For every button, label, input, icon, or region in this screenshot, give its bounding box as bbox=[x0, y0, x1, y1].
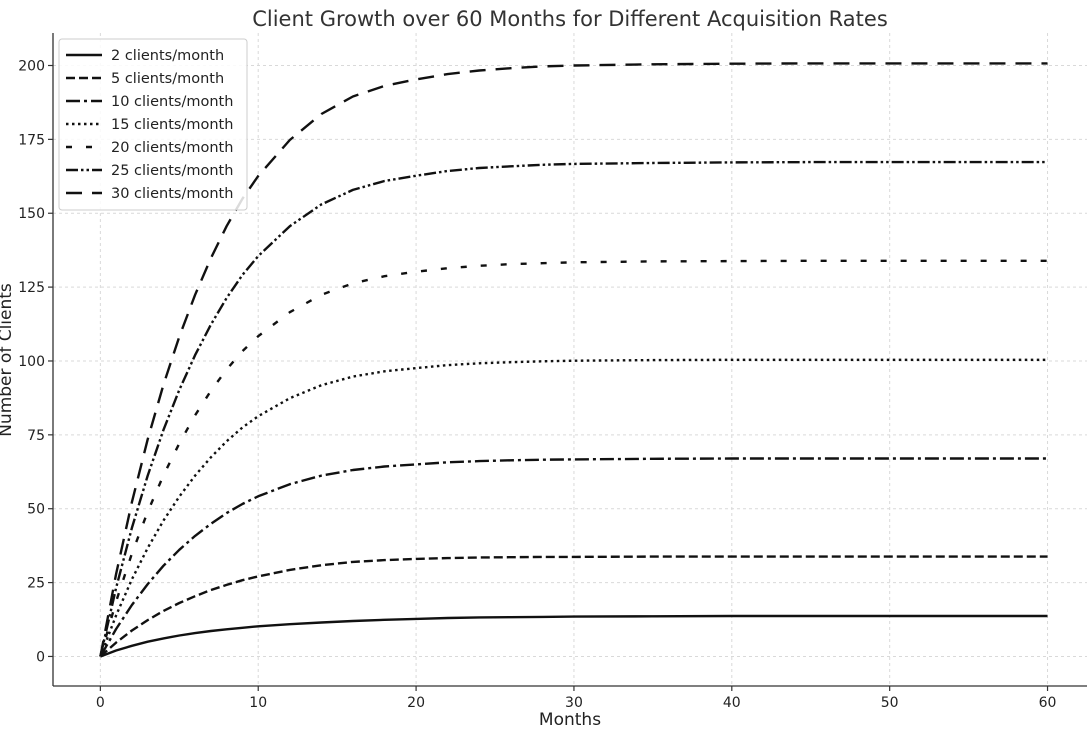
series-line-1 bbox=[99, 614, 1048, 658]
x-tick-label: 20 bbox=[407, 695, 425, 711]
series-line-2 bbox=[99, 555, 1048, 658]
x-axis-label: Months bbox=[539, 710, 601, 730]
y-tick-label: 0 bbox=[36, 649, 45, 665]
y-tick-label: 100 bbox=[18, 354, 45, 370]
legend-label: 10 clients/month bbox=[111, 94, 233, 110]
legend: 2 clients/month 5 clients/month 10 clients… bbox=[58, 38, 248, 211]
x-tick-label: 60 bbox=[1039, 695, 1057, 711]
series-lines bbox=[99, 62, 1048, 658]
y-tick-label: 175 bbox=[18, 132, 45, 148]
chart-title: Client Growth over 60 Months for Differe… bbox=[252, 7, 888, 31]
legend-box bbox=[58, 38, 248, 211]
x-tick-label: 10 bbox=[249, 695, 267, 711]
ticks: 0 10 20 30 40 50 60 0 25 50 75 100 125 150 175 200 bbox=[18, 59, 1056, 711]
x-tick-label: 40 bbox=[723, 695, 741, 711]
y-axis-label: Number of Clients bbox=[0, 283, 16, 437]
series-line-7 bbox=[99, 62, 1048, 657]
y-tick-label: 200 bbox=[18, 59, 45, 75]
series-line-5 bbox=[99, 259, 1048, 657]
legend-label: 5 clients/month bbox=[111, 71, 224, 87]
y-tick-label: 150 bbox=[18, 206, 45, 222]
y-tick-label: 25 bbox=[27, 576, 45, 592]
x-tick-label: 50 bbox=[881, 695, 899, 711]
y-tick-label: 75 bbox=[27, 428, 45, 444]
legend-label: 15 clients/month bbox=[111, 117, 233, 133]
y-tick-label: 50 bbox=[27, 502, 45, 518]
legend-label: 2 clients/month bbox=[111, 48, 224, 64]
y-tick-label: 125 bbox=[18, 280, 45, 296]
legend-label: 25 clients/month bbox=[111, 163, 233, 179]
x-tick-label: 0 bbox=[96, 695, 105, 711]
axes bbox=[52, 33, 1087, 687]
series-line-6 bbox=[99, 160, 1048, 657]
legend-label: 30 clients/month bbox=[111, 186, 233, 202]
x-tick-label: 30 bbox=[565, 695, 583, 711]
legend-label: 20 clients/month bbox=[111, 140, 233, 156]
series-line-3 bbox=[99, 457, 1048, 658]
